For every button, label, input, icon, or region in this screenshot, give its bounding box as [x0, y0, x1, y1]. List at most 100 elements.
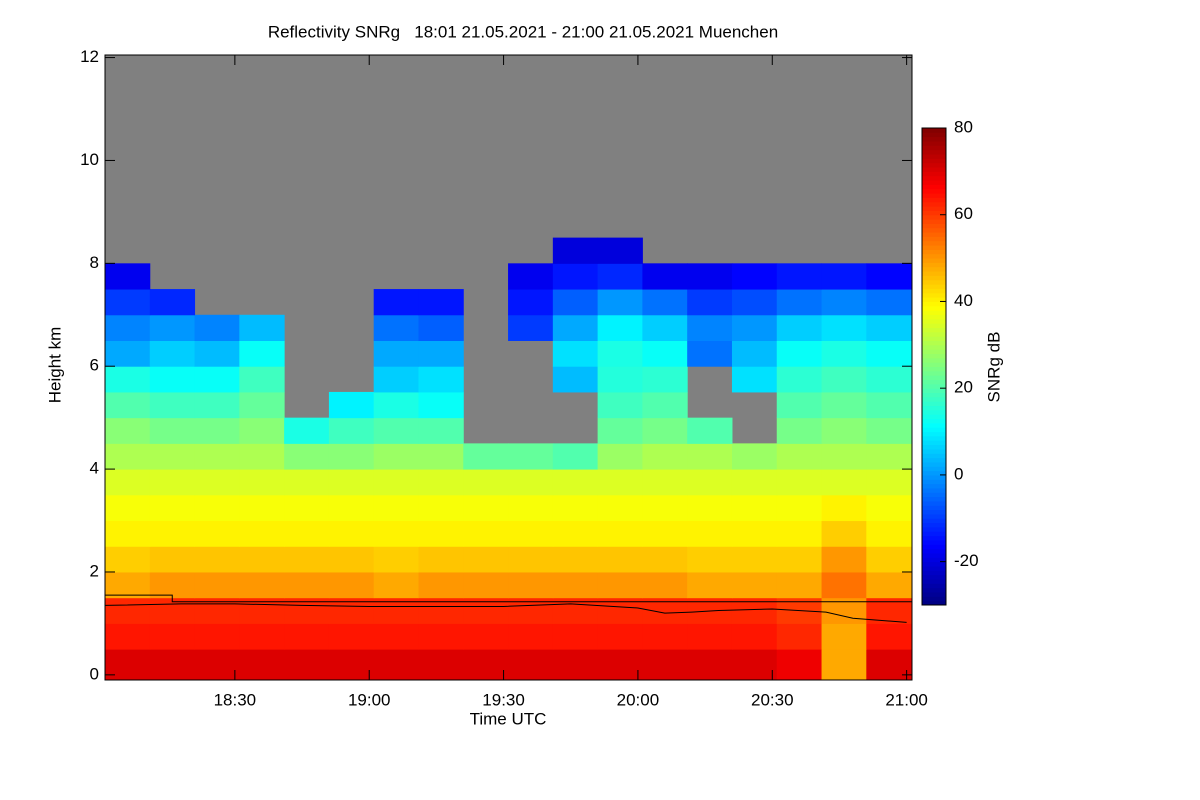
heatmap-cell	[239, 649, 285, 681]
heatmap-cell	[105, 314, 151, 341]
heatmap-cell	[776, 649, 823, 681]
colorbar-swatch	[922, 154, 946, 159]
colorbar-swatch	[922, 492, 946, 498]
heatmap-cell	[149, 494, 196, 522]
heatmap-cell	[642, 417, 688, 444]
heatmap-cell	[328, 417, 375, 444]
heatmap-cell	[731, 571, 778, 599]
heatmap-cell	[105, 571, 151, 599]
heatmap-cell	[687, 314, 733, 341]
colorbar-swatch	[922, 167, 946, 172]
colorbar-swatch	[922, 136, 946, 142]
heatmap-cell	[373, 391, 419, 419]
heatmap-cell	[776, 340, 823, 367]
heatmap-cell	[866, 391, 913, 419]
heatmap-cell	[105, 391, 151, 419]
colorbar-swatch	[922, 253, 946, 259]
colorbar-swatch	[922, 474, 946, 480]
heatmap-cell	[866, 314, 913, 341]
heatmap-cell	[552, 520, 599, 547]
colorbar-swatch	[922, 375, 946, 381]
heatmap-cell	[463, 623, 509, 650]
heatmap-cell	[373, 366, 419, 393]
heatmap-cell	[463, 443, 509, 470]
heatmap-cell	[821, 649, 867, 681]
heatmap-cell	[687, 289, 733, 316]
colorbar-swatch	[922, 258, 946, 263]
heatmap-cell	[508, 263, 554, 290]
heatmap-cell	[508, 314, 554, 341]
heatmap-cell	[239, 443, 285, 470]
heatmap-cell	[328, 571, 375, 599]
colorbar-swatch	[922, 457, 946, 463]
heatmap-cell	[418, 289, 464, 316]
colorbar-swatch	[922, 539, 946, 545]
colorbar-swatch	[922, 357, 946, 363]
heatmap-cell	[687, 417, 733, 444]
heatmap-cell	[866, 546, 913, 573]
colorbar-swatch	[922, 271, 946, 276]
colorbar-swatch	[922, 141, 946, 146]
heatmap-cell	[239, 520, 285, 547]
colorbar-swatch	[922, 470, 946, 476]
heatmap-cell	[687, 520, 733, 547]
heatmap-cell	[866, 289, 913, 316]
heatmap-cell	[866, 469, 913, 496]
heatmap-cell	[418, 494, 464, 522]
heatmap-cell	[552, 263, 599, 290]
heatmap-cell	[821, 417, 867, 444]
colorbar-swatch	[922, 526, 946, 532]
heatmap-cell	[105, 546, 151, 573]
colorbar-swatch	[922, 600, 946, 606]
heatmap-cell	[597, 314, 643, 341]
heatmap-cell	[373, 314, 419, 341]
colorbar-swatch	[922, 284, 946, 289]
heatmap-cell	[776, 366, 823, 393]
heatmap-cell	[418, 623, 464, 650]
heatmap-cell	[866, 263, 913, 290]
heatmap-cell	[821, 469, 867, 496]
y-tick-label: 6	[90, 356, 99, 375]
colorbar-swatch	[922, 405, 946, 411]
colorbar-swatch	[922, 505, 946, 511]
heatmap-cell	[149, 469, 196, 496]
heatmap-cell	[776, 546, 823, 573]
colorbar-label: SNRg dB	[984, 332, 1003, 403]
heatmap-cell	[105, 520, 151, 547]
heatmap-cell	[776, 571, 823, 599]
heatmap-cell	[284, 469, 330, 496]
heatmap-cell	[284, 417, 330, 444]
heatmap-cell	[821, 391, 867, 419]
heatmap-cell	[418, 417, 464, 444]
heatmap-cell	[149, 391, 196, 419]
heatmap-cell	[463, 649, 509, 681]
colorbar-swatch	[922, 266, 946, 272]
y-tick-label: 4	[90, 459, 99, 478]
heatmap-cell	[597, 289, 643, 316]
heatmap-cell	[373, 417, 419, 444]
heatmap-cell	[373, 546, 419, 573]
colorbar-swatch	[922, 466, 946, 472]
colorbar-swatch	[922, 340, 946, 346]
heatmap-cell	[373, 494, 419, 522]
heatmap-cell	[105, 340, 151, 367]
heatmap-cell	[597, 443, 643, 470]
heatmap-cell	[328, 546, 375, 573]
heatmap-cell	[642, 443, 688, 470]
heatmap-cell	[239, 623, 285, 650]
heatmap-cell	[552, 469, 599, 496]
colorbar-swatch	[922, 353, 946, 359]
heatmap-cell	[418, 366, 464, 393]
heatmap-cell	[149, 520, 196, 547]
colorbar-swatch	[922, 565, 946, 571]
heatmap-cell	[284, 623, 330, 650]
heatmap-cell	[597, 340, 643, 367]
heatmap-cell	[821, 546, 867, 573]
heatmap-cell	[418, 340, 464, 367]
heatmap-cell	[642, 649, 688, 681]
heatmap-cell	[687, 443, 733, 470]
heatmap-cell	[866, 520, 913, 547]
colorbar-swatch	[922, 214, 946, 220]
heatmap-cell	[597, 520, 643, 547]
heatmap-cell	[731, 494, 778, 522]
